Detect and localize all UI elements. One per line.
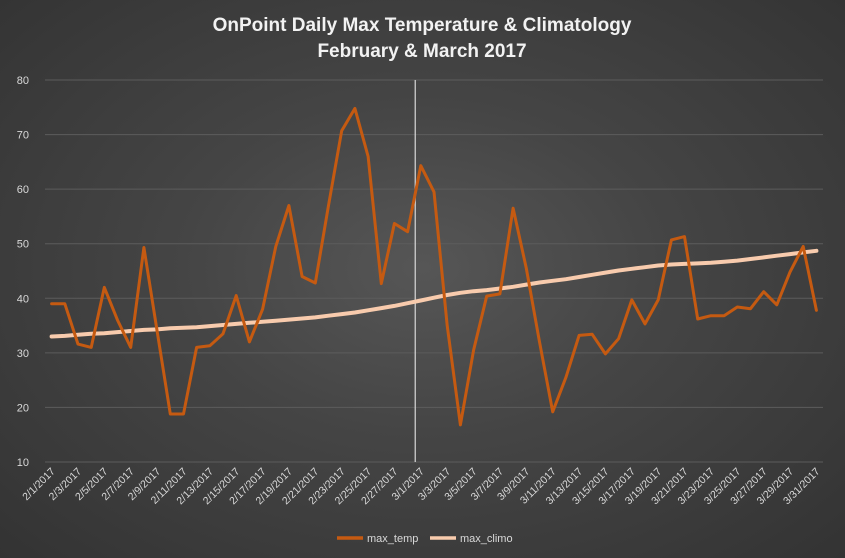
legend-label-max-temp: max_temp	[367, 533, 418, 545]
gridlines	[45, 79, 823, 463]
legend-label-max-climo: max_climo	[460, 533, 513, 545]
y-tick-label: 10	[17, 457, 29, 469]
y-tick-label: 40	[17, 293, 29, 305]
y-tick-label: 60	[17, 184, 29, 196]
y-tick-label: 30	[17, 348, 29, 360]
chart-title: OnPoint Daily Max Temperature & Climatol…	[213, 15, 632, 36]
chart-subtitle: February & March 2017	[317, 41, 526, 62]
series-line-max-climo	[49, 248, 819, 339]
y-tick-label: 20	[17, 402, 29, 414]
series-line-max-temp	[50, 106, 818, 427]
y-axis-ticks: 10 20 30 40 50 60 70 80	[17, 75, 29, 469]
y-tick-label: 80	[17, 75, 29, 87]
legend: max_temp max_climo	[337, 533, 513, 545]
y-tick-label: 70	[17, 130, 29, 142]
x-axis-ticks: 2/1/20172/3/20172/5/20172/7/20172/9/2017…	[20, 466, 822, 508]
series-lines	[49, 106, 819, 427]
y-tick-label: 50	[17, 239, 29, 251]
